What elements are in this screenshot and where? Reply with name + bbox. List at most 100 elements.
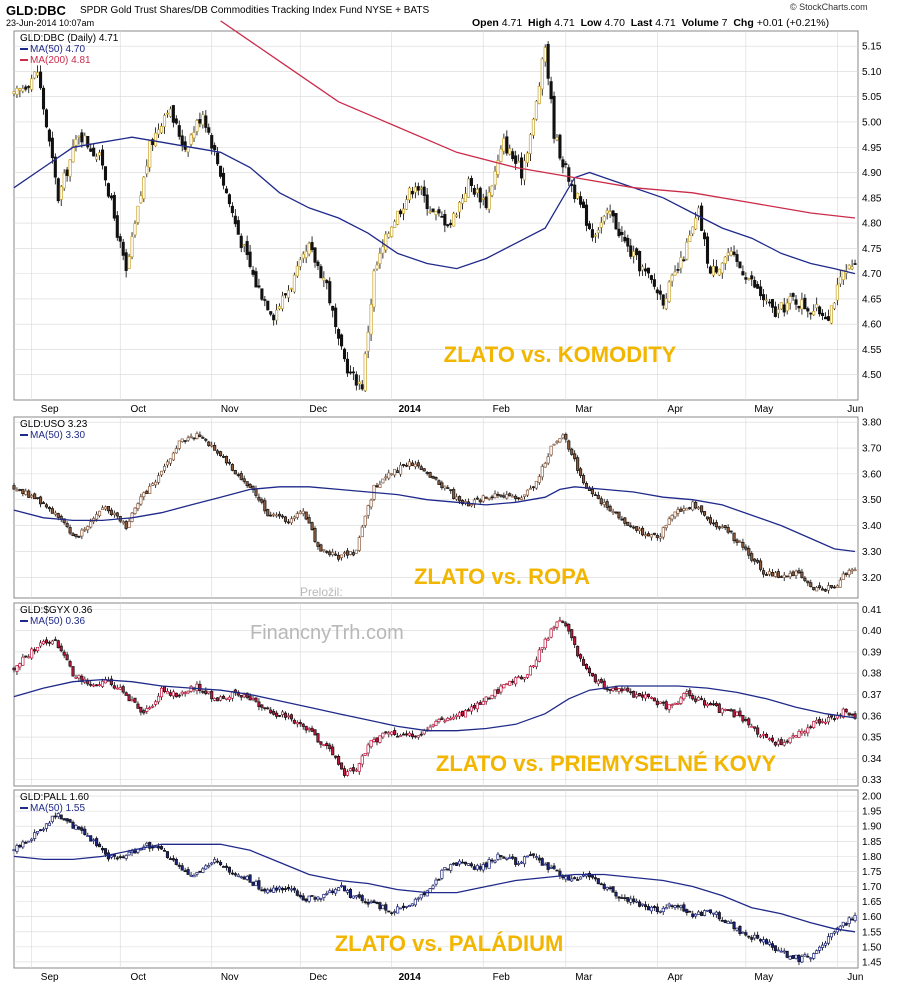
candle-body — [623, 688, 627, 691]
candle-body — [493, 170, 497, 186]
candle-body — [815, 587, 819, 592]
candle-body — [593, 674, 597, 683]
candle-body — [351, 767, 355, 772]
candle-body — [30, 648, 34, 659]
candle-body — [770, 571, 774, 577]
candle-body — [723, 920, 727, 924]
candle-body — [286, 521, 290, 524]
candle-body — [413, 186, 417, 193]
candle-body — [416, 735, 420, 738]
candle-body — [53, 156, 57, 178]
candle-body — [278, 513, 282, 517]
candle-body — [12, 849, 16, 852]
candle-body — [301, 895, 305, 901]
candle-body — [443, 214, 447, 226]
candle-body — [233, 215, 237, 225]
y-tick-label: 4.80 — [862, 219, 882, 230]
last-value: 4.71 — [655, 17, 676, 29]
panel-2: 3.20 3.30 3.40 3.50 3.60 3.70 3.80 GLD:USO 3.23… — [12, 416, 882, 599]
candle-body — [469, 863, 473, 867]
candle-body — [301, 723, 305, 727]
panel-title: GLD:$GYX 0.36 — [20, 605, 93, 616]
candle-body — [413, 898, 417, 906]
candle-body — [564, 622, 568, 627]
candle-body — [741, 271, 745, 276]
candle-body — [316, 733, 320, 743]
y-tick-label: 3.80 — [862, 418, 882, 429]
candle-body — [481, 495, 485, 502]
candle-body — [221, 866, 226, 868]
candle-body — [738, 541, 742, 543]
candle-body — [145, 842, 149, 846]
candle-body — [853, 713, 857, 719]
candle-body — [502, 495, 506, 498]
chg-value: +0.01 (+0.21%) — [756, 17, 830, 29]
candle-body — [496, 493, 500, 496]
candle-body — [643, 694, 648, 699]
candle-body — [658, 536, 662, 539]
candle-body — [641, 694, 645, 698]
candle-body — [216, 860, 220, 863]
candle-body — [797, 570, 801, 574]
candle-body — [818, 306, 822, 315]
candle-body — [691, 695, 695, 700]
candle-body — [77, 826, 81, 830]
candle-body — [378, 483, 382, 488]
candle-body — [741, 541, 745, 548]
candle-body — [109, 678, 113, 685]
candle-body — [829, 585, 833, 588]
candle-body — [80, 827, 84, 831]
candle-body — [195, 433, 199, 439]
candle-body — [602, 883, 606, 889]
candle-body — [458, 712, 462, 717]
candle-body — [62, 818, 66, 821]
candle-body — [245, 692, 249, 698]
candle-body — [821, 721, 825, 723]
candle-body — [773, 572, 777, 577]
candle-body — [605, 210, 609, 214]
candle-body — [269, 514, 273, 517]
y-tick-label: 3.20 — [862, 573, 882, 584]
candle-body — [115, 512, 119, 517]
candle-body — [80, 132, 84, 143]
candle-body — [269, 311, 273, 315]
candle-body — [39, 496, 43, 505]
candle-body — [260, 288, 264, 300]
candle-body — [74, 676, 78, 679]
candle-body — [375, 264, 379, 270]
candle-body — [667, 518, 671, 525]
candle-body — [77, 535, 81, 538]
candle-body — [133, 850, 137, 854]
candle-body — [673, 702, 677, 705]
candle-body — [387, 732, 391, 735]
candle-body — [151, 846, 155, 849]
candle-body — [803, 954, 807, 957]
volume-label: Volume — [681, 17, 719, 29]
candle-body — [275, 712, 279, 717]
candle-body — [340, 885, 344, 887]
candle-body — [558, 134, 562, 159]
candle-body — [720, 919, 724, 922]
candle-body — [714, 266, 718, 273]
candle-body — [750, 937, 754, 940]
candle-body — [245, 241, 249, 256]
candle-body — [112, 854, 116, 857]
x-tick-label: May — [754, 972, 773, 983]
candle-body — [499, 855, 503, 858]
candle-body — [543, 638, 547, 649]
candle-body — [655, 535, 659, 538]
candle-body — [340, 554, 344, 558]
legend-entry: MA(50) 4.70 — [30, 44, 85, 55]
candle-body — [50, 815, 54, 823]
candle-body — [68, 819, 72, 823]
candle-body — [313, 729, 317, 736]
y-tick-label: 3.70 — [862, 444, 882, 455]
candle-body — [496, 853, 500, 860]
candle-body — [573, 636, 577, 645]
candle-body — [272, 513, 276, 516]
candle-body — [95, 684, 99, 687]
candle-body — [670, 905, 674, 908]
candle-body — [204, 865, 208, 870]
candle-body — [283, 293, 288, 296]
candle-body — [567, 623, 571, 632]
